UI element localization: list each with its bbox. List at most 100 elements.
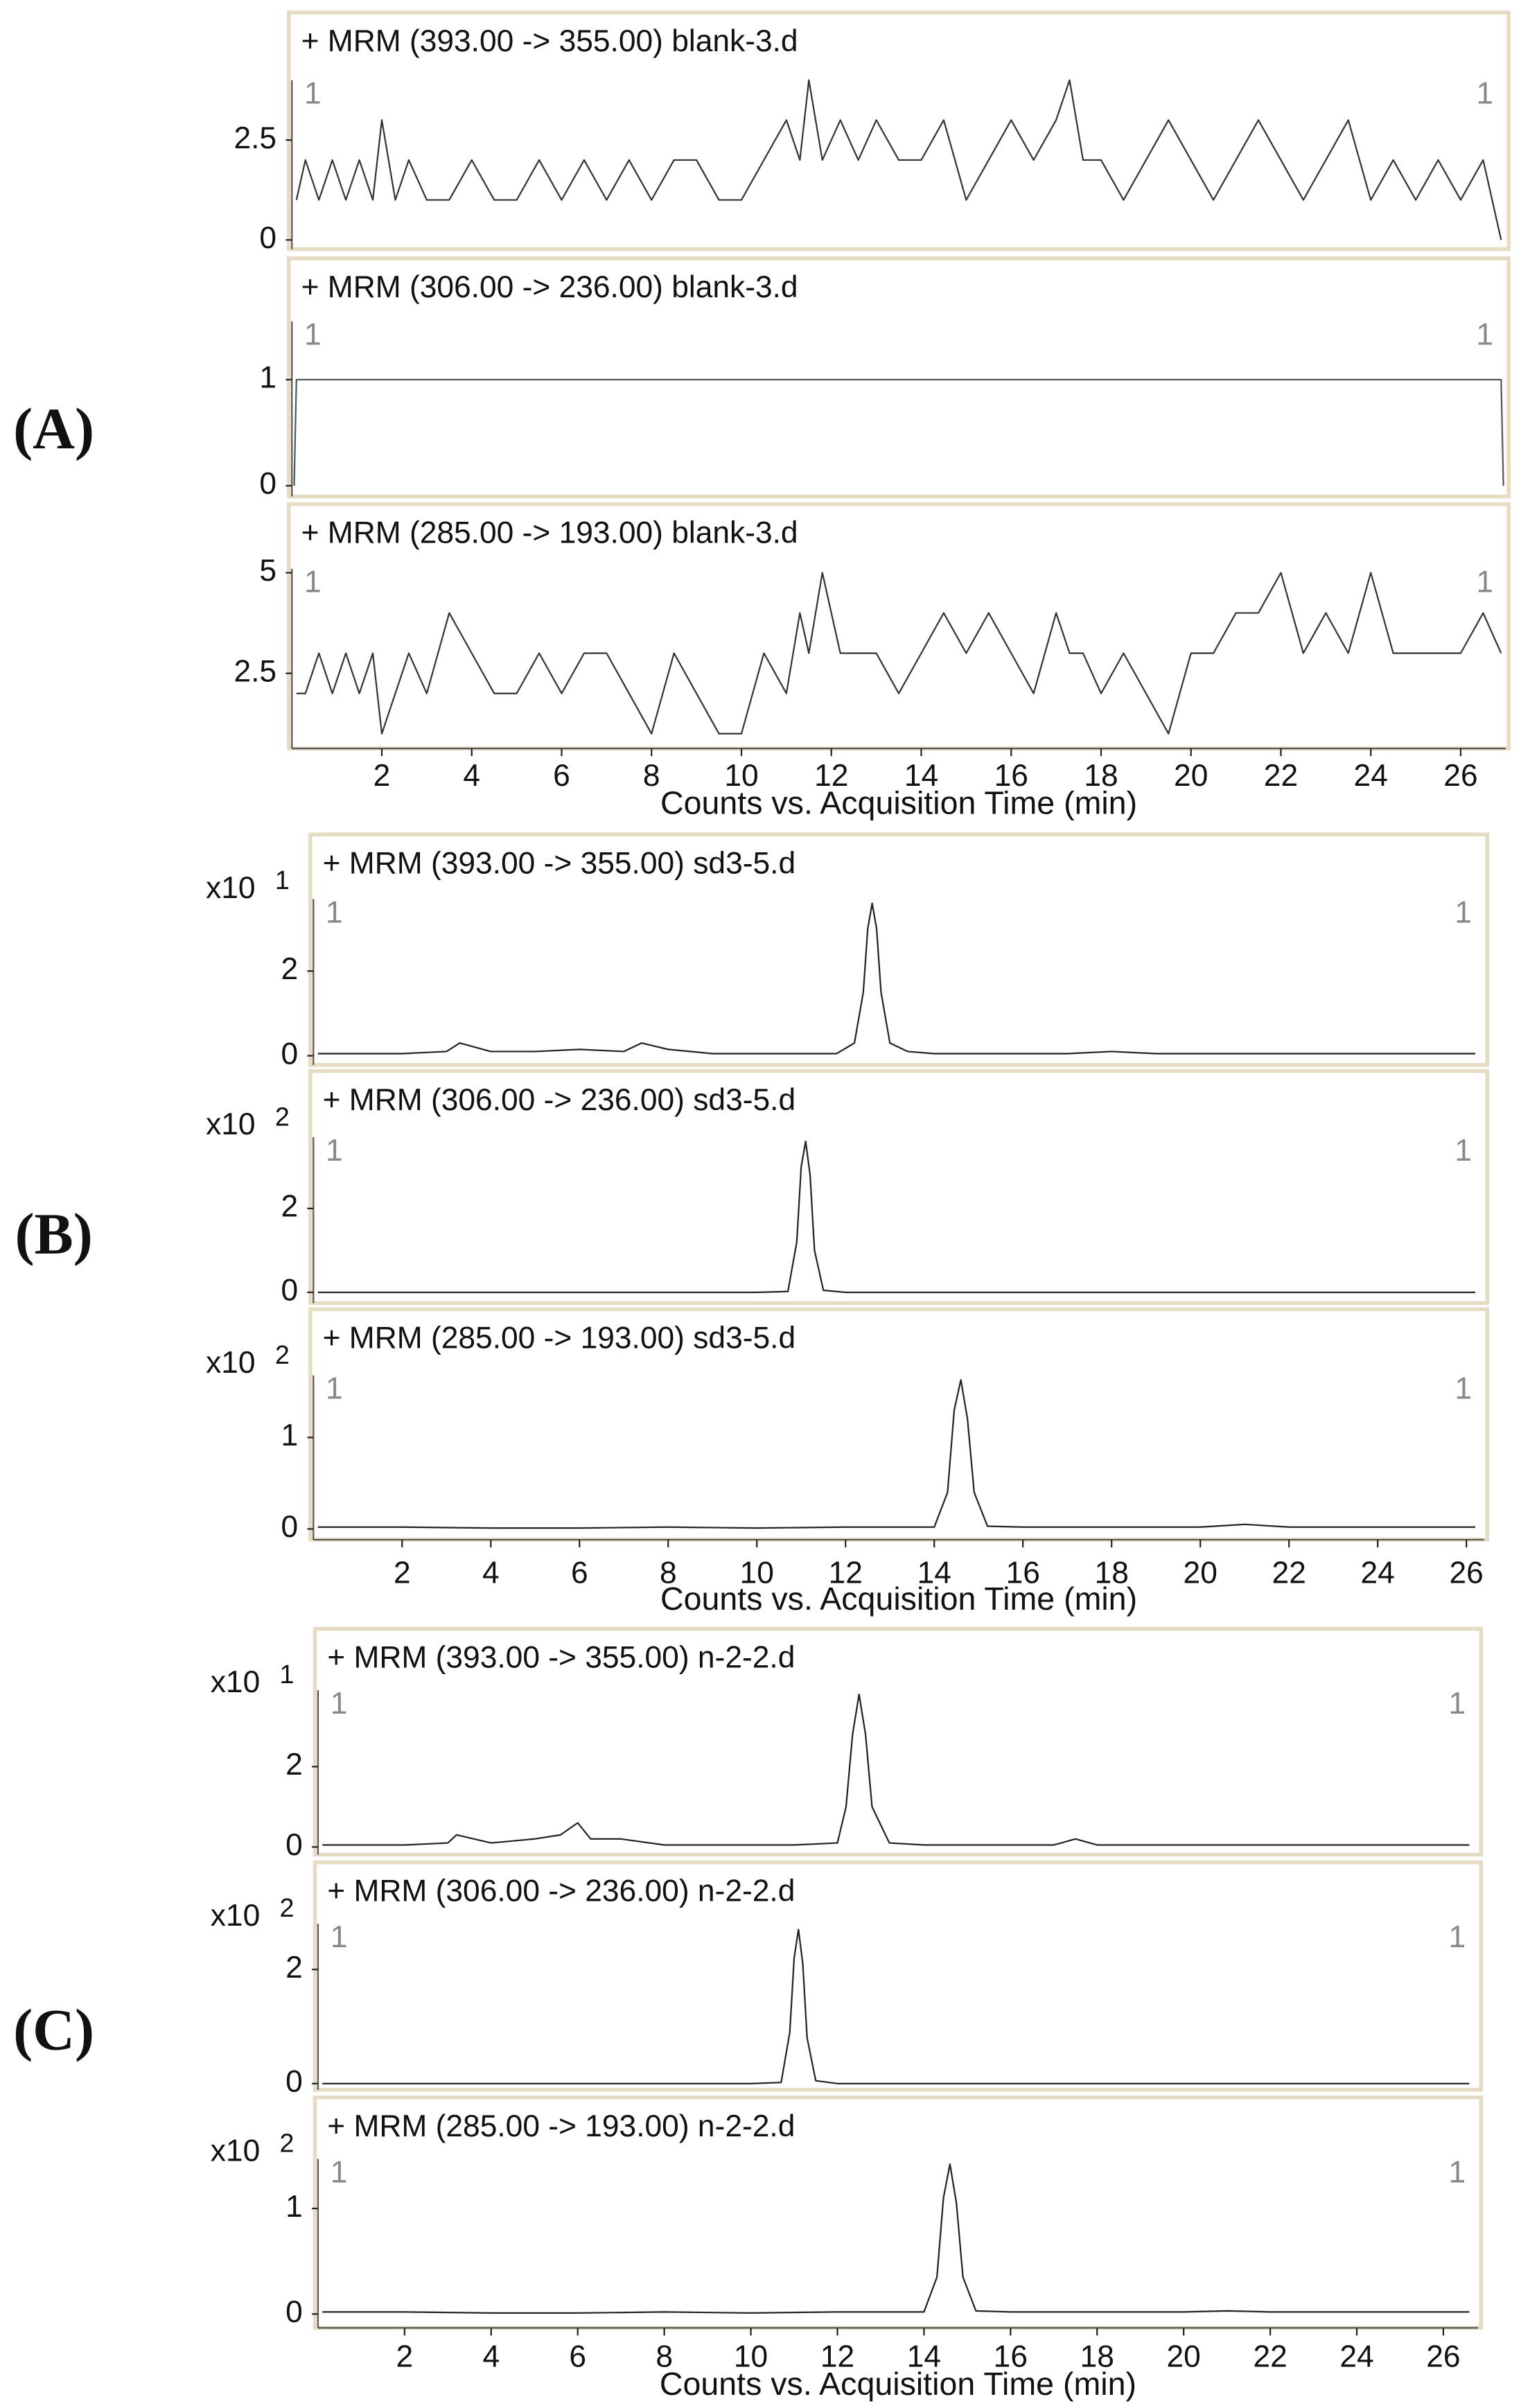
panel-title: + MRM (393.00 -> 355.00) n-2-2.d [327, 1641, 795, 1675]
x-tick-label: 14 [904, 759, 938, 793]
y-exponent: 1 [280, 1660, 294, 1689]
corner-label: 1 [326, 895, 343, 929]
y-tick-label: 0 [285, 1828, 303, 1862]
y-tick-label: 0 [281, 1274, 298, 1308]
trace [322, 1928, 1470, 2084]
x-tick-label: 12 [814, 759, 848, 793]
y-exponent: 2 [280, 1893, 294, 1922]
x-tick-label: 4 [482, 2339, 500, 2373]
y-tick-label: 1 [259, 361, 276, 395]
y-multiplier: x10 [206, 1107, 255, 1141]
panel-frame [313, 1860, 1484, 2092]
corner-label: 1 [304, 77, 322, 111]
y-tick-label: 0 [259, 221, 276, 255]
corner-label: 1 [1476, 77, 1493, 111]
panel-frame [287, 256, 1511, 499]
y-tick-label: 1 [281, 1418, 298, 1452]
corner-label: 1 [1449, 1920, 1466, 1954]
trace [317, 1140, 1475, 1294]
y-exponent: 2 [275, 1102, 290, 1131]
trace [317, 1379, 1475, 1529]
corner-label: 1 [1476, 318, 1493, 352]
x-tick-label: 22 [1272, 1556, 1306, 1590]
panel-title: + MRM (306.00 -> 236.00) sd3-5.d [323, 1083, 796, 1117]
x-tick-label: 26 [1443, 759, 1477, 793]
panel-title: + MRM (393.00 -> 355.00) sd3-5.d [323, 846, 796, 880]
y-tick-label: 2.5 [234, 121, 276, 155]
corner-label: 1 [326, 1372, 343, 1406]
corner-label: 1 [1449, 1687, 1466, 1721]
x-tick-label: 10 [734, 2339, 768, 2373]
y-multiplier: x10 [206, 1346, 255, 1380]
y-multiplier: x10 [211, 1665, 260, 1699]
panel-frame [308, 1069, 1489, 1306]
x-tick-label: 6 [553, 759, 570, 793]
corner-label: 1 [1454, 1134, 1472, 1168]
x-axis-label: Counts vs. Acquisition Time (min) [660, 2366, 1136, 2402]
y-exponent: 2 [280, 2128, 294, 2157]
y-exponent: 1 [275, 865, 290, 895]
x-tick-label: 6 [571, 1556, 588, 1590]
y-multiplier: x10 [211, 1899, 260, 1933]
y-tick-label: 0 [285, 2065, 303, 2099]
corner-label: 1 [1454, 895, 1472, 929]
x-tick-label: 20 [1184, 1556, 1217, 1590]
x-tick-label: 10 [740, 1556, 774, 1590]
panel-label: (B) [15, 1202, 92, 1267]
y-tick-label: 0 [281, 1510, 298, 1544]
x-tick-label: 2 [394, 1556, 411, 1590]
panel-title: + MRM (306.00 -> 236.00) blank-3.d [301, 270, 798, 304]
panel-title: + MRM (393.00 -> 355.00) blank-3.d [301, 24, 798, 58]
y-multiplier: x10 [206, 871, 255, 905]
x-tick-label: 6 [569, 2339, 586, 2373]
x-tick-label: 24 [1339, 2339, 1373, 2373]
y-tick-label: 0 [281, 1037, 298, 1071]
panel-label: (A) [13, 397, 94, 462]
trace [295, 79, 1502, 240]
panel-title: + MRM (285.00 -> 193.00) n-2-2.d [327, 2109, 795, 2143]
panel-frame [313, 1626, 1484, 1857]
x-tick-label: 16 [994, 2339, 1028, 2373]
y-multiplier: x10 [211, 2134, 260, 2168]
x-tick-label: 24 [1354, 759, 1388, 793]
x-tick-label: 16 [1006, 1556, 1040, 1590]
trace [296, 572, 1502, 735]
x-tick-label: 26 [1426, 2339, 1460, 2373]
x-tick-label: 8 [660, 1556, 677, 1590]
x-tick-label: 18 [1084, 759, 1118, 793]
corner-label: 1 [304, 565, 322, 599]
panel-title: + MRM (306.00 -> 236.00) n-2-2.d [327, 1874, 795, 1908]
y-tick-label: 0 [259, 467, 276, 501]
x-tick-label: 22 [1253, 2339, 1287, 2373]
trace [322, 2163, 1470, 2314]
corner-label: 1 [331, 2155, 348, 2189]
corner-label: 1 [1476, 565, 1493, 599]
x-tick-label: 18 [1095, 1556, 1129, 1590]
x-tick-label: 12 [829, 1556, 863, 1590]
y-tick-label: 5 [259, 554, 276, 588]
x-tick-label: 14 [917, 1556, 951, 1590]
corner-label: 1 [1449, 2155, 1466, 2189]
panel-title: + MRM (285.00 -> 193.00) sd3-5.d [323, 1321, 796, 1355]
x-tick-label: 4 [463, 759, 480, 793]
x-tick-label: 12 [820, 2339, 854, 2373]
panel-label: (C) [13, 1998, 94, 2062]
corner-label: 1 [1454, 1372, 1472, 1406]
x-tick-label: 18 [1080, 2339, 1114, 2373]
y-tick-label: 2 [285, 1951, 303, 1985]
x-tick-label: 8 [656, 2339, 673, 2373]
corner-label: 1 [331, 1687, 348, 1721]
x-tick-label: 16 [994, 759, 1028, 793]
panel-title: + MRM (285.00 -> 193.00) blank-3.d [301, 516, 798, 550]
x-tick-label: 20 [1167, 2339, 1201, 2373]
x-tick-label: 2 [373, 759, 391, 793]
y-tick-label: 2 [281, 952, 298, 986]
panel-frame [287, 10, 1511, 252]
x-axis-label: Counts vs. Acquisition Time (min) [660, 1581, 1137, 1617]
x-tick-label: 26 [1450, 1556, 1484, 1590]
x-tick-label: 4 [482, 1556, 500, 1590]
y-tick-label: 1 [285, 2190, 303, 2224]
y-tick-label: 0 [285, 2295, 303, 2329]
